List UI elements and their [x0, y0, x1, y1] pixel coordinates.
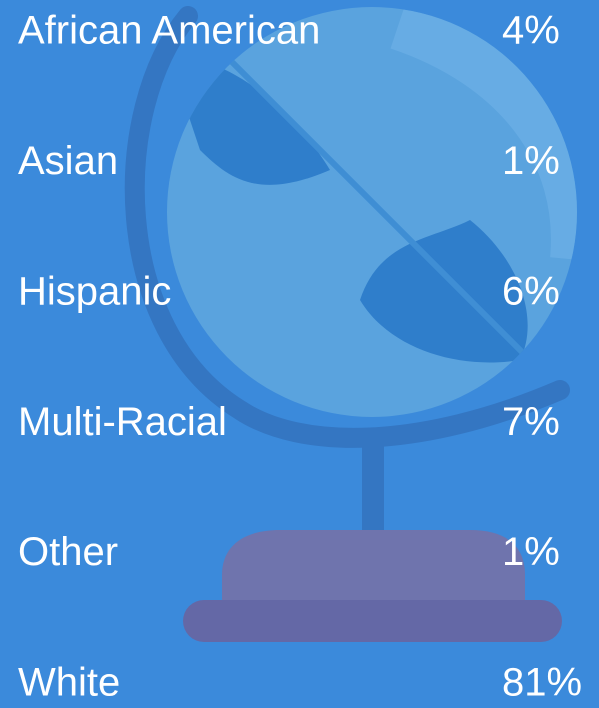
row-value: 6% — [502, 269, 560, 313]
row-value: 81% — [502, 661, 582, 705]
row-value: 1% — [502, 139, 560, 183]
row-value: 7% — [502, 400, 560, 444]
page: {"rows": [ {"label": "African American",… — [0, 0, 599, 708]
row-label: Hispanic — [18, 269, 171, 313]
row-label: White — [18, 661, 120, 705]
row-value: 4% — [502, 9, 560, 53]
row-label: Asian — [18, 139, 118, 183]
row-label: Other — [18, 530, 118, 574]
row-label: Multi-Racial — [18, 400, 227, 444]
row-value: 1% — [502, 530, 560, 574]
row-label: African American — [18, 9, 320, 53]
infographic: African American 4% Asian 1% Hispanic 6% Multi… — [0, 0, 599, 708]
